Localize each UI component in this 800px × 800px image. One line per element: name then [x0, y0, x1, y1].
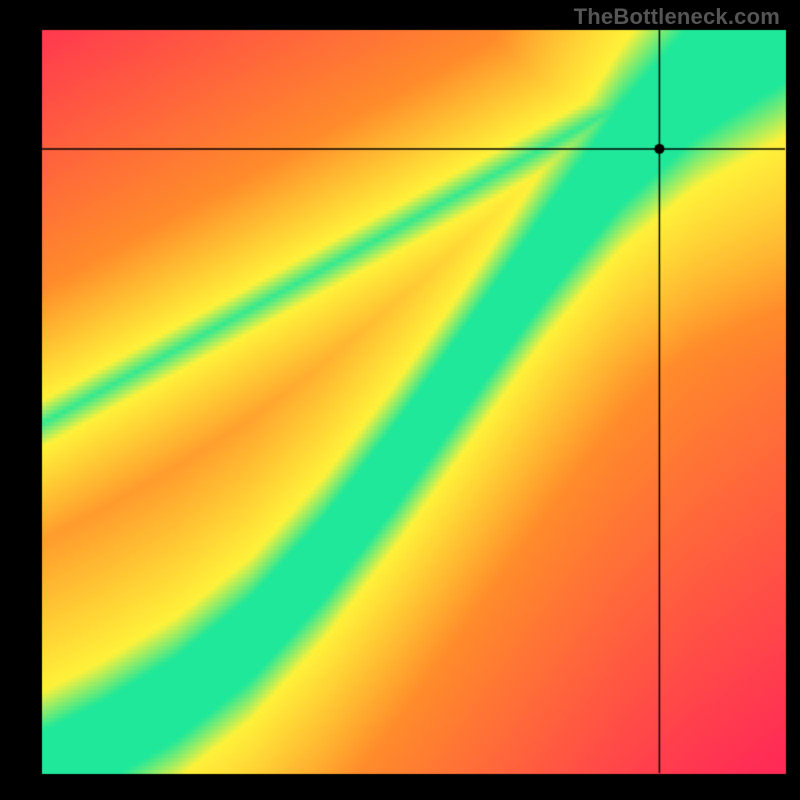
bottleneck-heatmap	[0, 0, 800, 800]
watermark-text: TheBottleneck.com	[574, 4, 780, 30]
chart-container: TheBottleneck.com	[0, 0, 800, 800]
